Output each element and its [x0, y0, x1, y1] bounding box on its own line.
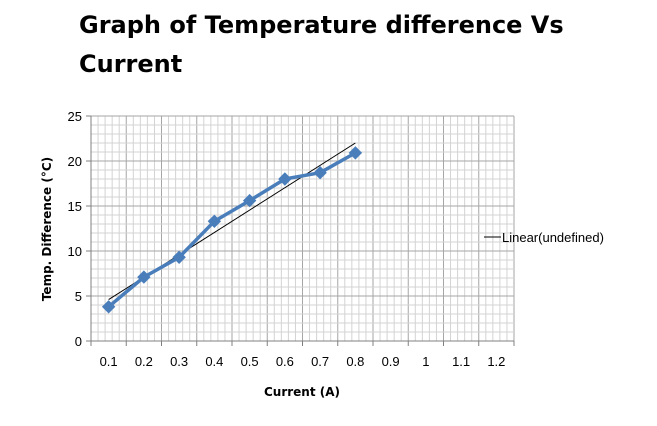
y-tick-label: 10: [68, 244, 82, 259]
data-point-marker: [101, 300, 116, 314]
x-tick-label: 0.8: [346, 354, 364, 369]
x-tick-label: 0.2: [135, 354, 153, 369]
x-tick-label: 0.1: [100, 354, 118, 369]
x-axis-title: Current (A): [264, 385, 340, 399]
data-point-marker: [207, 214, 222, 229]
y-tick-label: 0: [75, 334, 82, 349]
y-tick-labels: 0 5 10 15 20 25: [68, 109, 82, 349]
series-group: [101, 146, 363, 314]
x-tick-label: 0.4: [205, 354, 223, 369]
legend: Linear(undefined): [484, 230, 604, 245]
chart-title: Graph of Temperature difference Vs Curre…: [79, 11, 564, 78]
data-point-marker: [172, 250, 186, 265]
axes: [86, 115, 515, 346]
data-point-marker: [278, 172, 292, 186]
data-point-marker: [137, 270, 151, 284]
gridlines: [91, 115, 515, 341]
y-tick-label: 5: [75, 289, 82, 304]
y-tick-label: 20: [68, 154, 82, 169]
x-tick-label: 1.2: [487, 354, 505, 369]
x-tick-label: 0.7: [311, 354, 329, 369]
data-point-marker: [242, 193, 257, 208]
x-tick-label: 0.6: [276, 354, 294, 369]
legend-entry-label: Linear(undefined): [502, 230, 604, 245]
x-tick-labels: 0.1 0.2 0.3 0.4 0.5 0.6 0.7 0.8 0.9 1 1.1 1.2: [100, 354, 506, 369]
y-tick-label: 25: [68, 109, 82, 124]
data-point-marker: [313, 165, 327, 180]
y-axis-title: Temp. Difference (°C): [40, 157, 54, 301]
x-tick-label: 0.5: [241, 354, 259, 369]
y-tick-label: 15: [68, 199, 82, 214]
x-tick-label: 1.1: [452, 354, 470, 369]
x-tick-label: 0.9: [382, 354, 400, 369]
x-tick-label: 0.3: [170, 354, 188, 369]
series-line: [107, 151, 357, 309]
data-point-marker: [348, 146, 363, 160]
x-tick-label: 1: [422, 354, 429, 369]
